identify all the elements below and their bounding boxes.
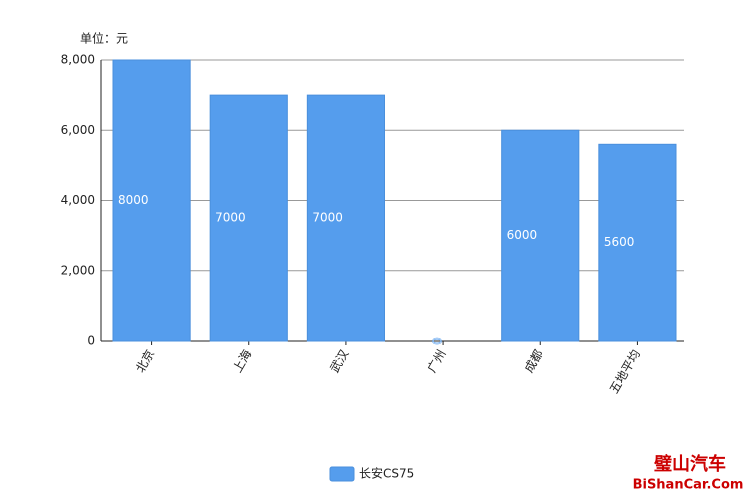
x-tick-label: 成都 <box>522 347 546 375</box>
data-label: 5600 <box>604 235 635 249</box>
data-label: 0 <box>431 337 445 345</box>
bar <box>501 129 580 342</box>
y-tick-label: 2,000 <box>61 263 95 277</box>
data-label: 7000 <box>312 211 343 225</box>
bar <box>209 94 288 342</box>
y-axis-label: 单位：元 <box>80 31 128 46</box>
watermark: 璧山汽车 <box>654 453 726 475</box>
watermark: BiShanCar.Com <box>633 478 744 493</box>
y-tick-label: 4,000 <box>61 193 95 207</box>
y-tick-label: 8,000 <box>61 53 95 67</box>
data-label: 8000 <box>118 193 149 207</box>
bar <box>306 94 386 342</box>
bar <box>112 59 191 342</box>
x-tick-label: 武汉 <box>327 347 351 375</box>
y-tick-label: 6,000 <box>61 123 95 137</box>
legend-label: 长安CS75 <box>359 466 414 481</box>
legend-swatch <box>329 466 355 482</box>
x-tick-label: 上海 <box>229 347 254 375</box>
y-tick-label: 0 <box>87 334 95 348</box>
bar <box>598 143 677 342</box>
data-label: 7000 <box>215 211 246 225</box>
x-tick-label: 北京 <box>133 347 157 375</box>
x-tick-label: 广州 <box>425 347 449 375</box>
data-label: 6000 <box>507 228 538 242</box>
x-tick-label: 五地平均 <box>607 347 643 396</box>
